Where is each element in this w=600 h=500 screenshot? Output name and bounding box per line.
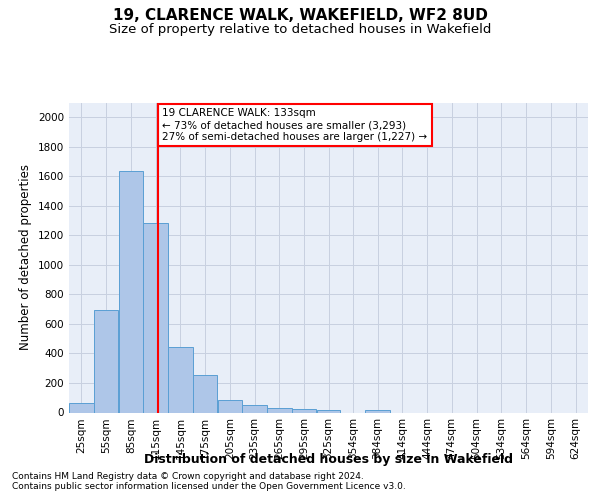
- Text: 19, CLARENCE WALK, WAKEFIELD, WF2 8UD: 19, CLARENCE WALK, WAKEFIELD, WF2 8UD: [113, 8, 487, 22]
- Text: Distribution of detached houses by size in Wakefield: Distribution of detached houses by size …: [145, 452, 513, 466]
- Bar: [242, 405, 267, 412]
- Bar: [267, 408, 292, 412]
- Text: Size of property relative to detached houses in Wakefield: Size of property relative to detached ho…: [109, 22, 491, 36]
- Bar: [193, 375, 217, 412]
- Bar: [94, 310, 118, 412]
- Text: Contains public sector information licensed under the Open Government Licence v3: Contains public sector information licen…: [12, 482, 406, 491]
- Bar: [365, 410, 390, 412]
- Bar: [69, 403, 94, 412]
- Text: 19 CLARENCE WALK: 133sqm
← 73% of detached houses are smaller (3,293)
27% of sem: 19 CLARENCE WALK: 133sqm ← 73% of detach…: [162, 108, 427, 142]
- Bar: [218, 400, 242, 412]
- Bar: [292, 409, 316, 412]
- Text: Contains HM Land Registry data © Crown copyright and database right 2024.: Contains HM Land Registry data © Crown c…: [12, 472, 364, 481]
- Bar: [317, 410, 340, 412]
- Bar: [143, 223, 168, 412]
- Bar: [119, 171, 143, 412]
- Bar: [168, 347, 193, 412]
- Y-axis label: Number of detached properties: Number of detached properties: [19, 164, 32, 350]
